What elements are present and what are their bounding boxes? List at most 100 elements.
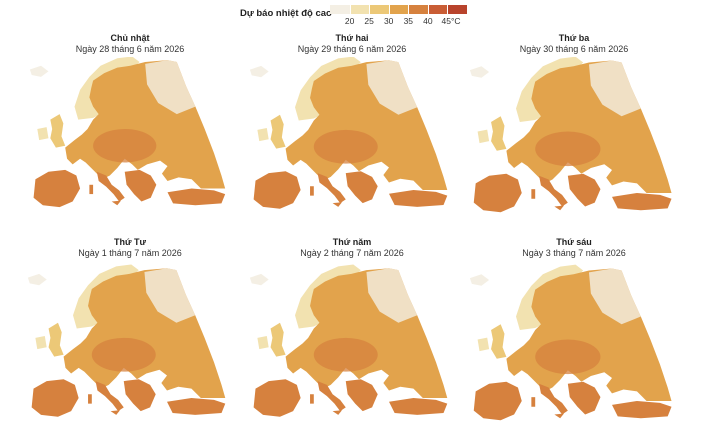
land-iceland (249, 65, 269, 78)
cool-northeast (588, 60, 641, 117)
land-sicily (110, 410, 121, 415)
land-britain (491, 324, 507, 359)
map-land-group (249, 57, 448, 209)
panel-date: Ngày 3 tháng 7 năm 2026 (522, 248, 626, 258)
map-land-group (249, 264, 448, 417)
land-iceland (27, 273, 47, 286)
land-anatolia (612, 193, 672, 211)
europe-heat-map (29, 57, 226, 208)
land-britain (491, 116, 507, 151)
panel-date: Ngày 1 tháng 7 năm 2026 (78, 248, 182, 258)
heat-core (535, 339, 601, 375)
land-anatolia (612, 401, 672, 419)
temperature-legend: Dự báo nhiệt độ cao 20 25 30 35 40 45°C (0, 0, 720, 30)
panel-date: Ngày 30 tháng 6 năm 2026 (519, 44, 629, 54)
land-anatolia (389, 190, 448, 207)
legend-label: 45°C (441, 16, 461, 26)
legend-tick (408, 5, 410, 14)
land-iberia (253, 171, 301, 209)
land-sicily (111, 200, 122, 206)
land-anatolia (389, 398, 448, 415)
europe-heat-map (249, 264, 448, 417)
land-sardinia (310, 186, 314, 196)
land-sardinia (89, 184, 94, 195)
land-balkans (124, 169, 157, 202)
land-italy (317, 381, 346, 412)
land-anatolia (167, 188, 226, 206)
legend-label: 30 (383, 16, 394, 26)
europe-heat-map (27, 264, 226, 417)
map-land-group (469, 264, 672, 421)
legend-swatch (369, 5, 389, 14)
land-anatolia (167, 398, 226, 415)
cool-northeast (145, 60, 196, 115)
land-sicily (554, 205, 564, 211)
legend-label: 20 (344, 16, 355, 26)
panel-day: Thứ ba (558, 33, 590, 43)
land-sardinia (310, 394, 314, 404)
heat-core (535, 131, 601, 167)
land-britain (270, 322, 286, 357)
europe-heat-map (469, 264, 672, 421)
map-panel-wednesday: Thứ Tư Ngày 1 tháng 7 năm 2026 (20, 237, 240, 437)
land-balkans (345, 171, 378, 204)
land-iceland (469, 66, 490, 78)
land-sicily (554, 413, 564, 419)
land-iberia (473, 381, 522, 421)
legend-swatch (330, 5, 350, 14)
map-panel-sunday: Chủ nhật Ngày 28 tháng 6 năm 2026 (20, 33, 240, 233)
cool-northeast (366, 268, 418, 323)
legend-swatch (447, 5, 468, 14)
legend-swatch (408, 5, 428, 14)
map-panel-thursday: Thứ năm Ngày 2 tháng 7 năm 2026 (242, 237, 462, 437)
heat-core (93, 128, 157, 163)
panel-date: Ngày 2 tháng 7 năm 2026 (300, 248, 404, 258)
land-iberia (33, 169, 81, 208)
cool-northeast (588, 268, 641, 325)
legend-tick (369, 5, 371, 14)
land-iberia (31, 379, 79, 417)
land-britain (270, 114, 286, 149)
land-sardinia (531, 189, 536, 199)
land-sicily (332, 202, 342, 207)
legend-color-bar (330, 5, 468, 14)
map-land-group (29, 57, 226, 208)
cool-northeast (366, 60, 418, 115)
land-iberia (253, 379, 301, 417)
europe-heat-map (249, 57, 448, 209)
map-panel-tuesday: Thứ ba Ngày 30 tháng 6 năm 2026 (464, 33, 684, 233)
europe-heat-map (469, 57, 672, 213)
land-sardinia (88, 394, 92, 404)
heat-core (313, 129, 378, 164)
map-panel-monday: Thứ hai Ngày 29 tháng 6 năm 2026 (242, 33, 462, 233)
land-balkans (567, 173, 601, 207)
panel-day: Thứ sáu (556, 237, 592, 247)
land-italy (539, 175, 568, 207)
land-balkans (345, 379, 378, 412)
land-italy (95, 381, 124, 412)
map-panel-friday: Thứ sáu Ngày 3 tháng 7 năm 2026 (464, 237, 684, 437)
land-iceland (29, 65, 49, 77)
land-italy (539, 383, 568, 415)
legend-label: 40 (423, 16, 433, 26)
land-balkans (567, 381, 601, 415)
land-balkans (123, 379, 156, 412)
land-italy (317, 173, 346, 204)
legend-label: 25 (364, 16, 374, 26)
legend-swatch (388, 5, 409, 14)
legend-swatch (427, 5, 448, 14)
legend-title: Dự báo nhiệt độ cao (240, 8, 332, 19)
panel-date: Ngày 28 tháng 6 năm 2026 (75, 44, 185, 54)
panel-day: Chủ nhật (110, 33, 150, 43)
heat-core (91, 337, 156, 372)
land-ireland (37, 127, 49, 141)
land-ireland (477, 129, 490, 144)
map-land-group (27, 264, 226, 417)
panel-day: Thứ hai (335, 33, 369, 43)
panel-day: Thứ Tư (113, 237, 147, 247)
legend-label: 35 (403, 16, 414, 26)
land-italy (96, 171, 125, 202)
panel-date: Ngày 29 tháng 6 năm 2026 (297, 44, 407, 54)
legend-labels: 20 25 30 35 40 45°C (330, 16, 467, 28)
land-iceland (469, 274, 490, 286)
